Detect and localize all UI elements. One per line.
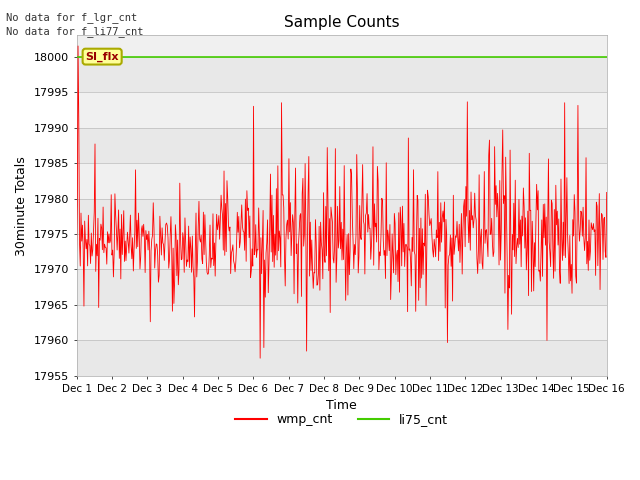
Y-axis label: 30minute Totals: 30minute Totals: [15, 156, 28, 255]
Bar: [77, 305, 607, 340]
Text: No data for f_lgr_cnt: No data for f_lgr_cnt: [6, 12, 138, 23]
X-axis label: Time: Time: [326, 399, 357, 412]
Bar: [77, 199, 607, 234]
Text: SI_flx: SI_flx: [85, 51, 119, 62]
Bar: [77, 269, 607, 305]
Bar: [77, 57, 607, 92]
Bar: [77, 234, 607, 269]
Text: No data for f_li77_cnt: No data for f_li77_cnt: [6, 26, 144, 37]
Bar: [77, 92, 607, 128]
Bar: [77, 0, 607, 21]
Bar: [77, 21, 607, 57]
Bar: [77, 340, 607, 376]
Bar: [77, 128, 607, 163]
Legend: wmp_cnt, li75_cnt: wmp_cnt, li75_cnt: [230, 408, 453, 431]
Title: Sample Counts: Sample Counts: [284, 15, 399, 30]
Bar: [77, 163, 607, 199]
